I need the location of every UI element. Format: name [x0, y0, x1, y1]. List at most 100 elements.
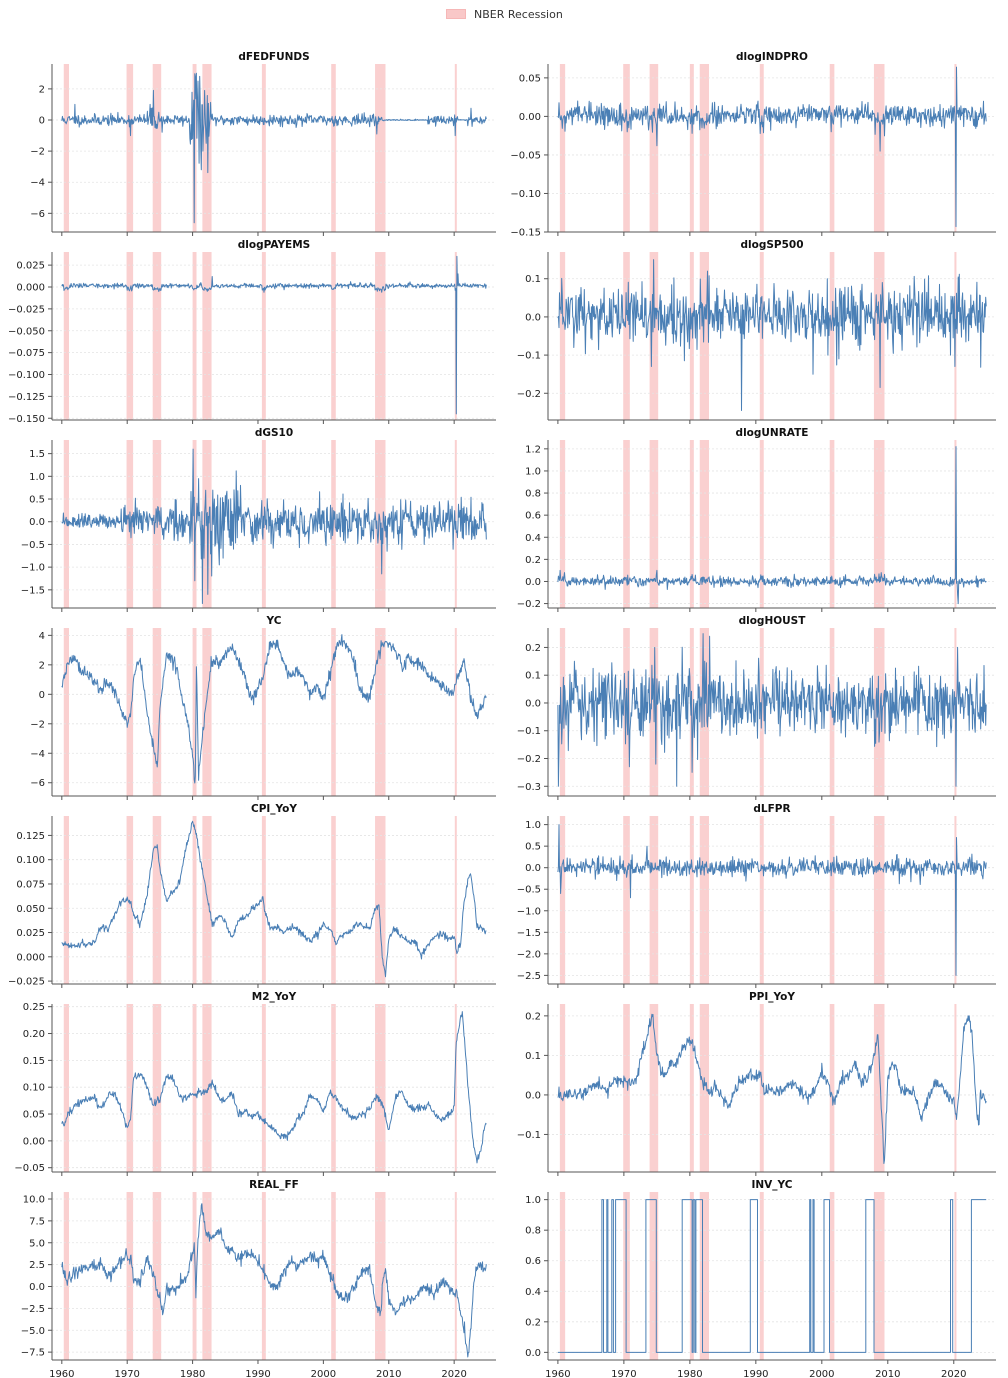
recession-band-3 — [192, 1004, 197, 1172]
chart-yc: 4 2 0 −2 −4 −6 YC — [30, 615, 496, 800]
series-line-dlogindpro — [557, 66, 987, 228]
recession-band-4 — [699, 1192, 709, 1360]
y-tick-label: −4 — [30, 178, 45, 189]
y-tick-label: 1.0 — [525, 820, 541, 831]
recession-band-5 — [261, 1004, 266, 1172]
y-tick-label: 0.05 — [23, 1110, 45, 1121]
y-tick-label: −0.05 — [14, 1163, 45, 1174]
y-tick-label: −6 — [30, 209, 45, 220]
x-tick-label: 1980 — [677, 1369, 702, 1378]
y-tick-label: −0.5 — [21, 540, 45, 551]
recession-band-3 — [689, 1004, 694, 1172]
recession-band-1 — [126, 64, 134, 232]
recession-band-6 — [829, 1004, 835, 1172]
recession-band-2 — [649, 252, 659, 420]
recession-band-5 — [261, 628, 266, 796]
chart-cpi-yoy: 0.125 0.100 0.075 0.050 0.025 0.000 −0.025 CPI_… — [8, 803, 496, 988]
recession-band-4 — [202, 816, 212, 984]
y-tick-label: 0.000 — [16, 952, 45, 963]
y-tick-label: −0.2 — [517, 389, 541, 400]
y-tick-label: −0.2 — [517, 754, 541, 765]
recession-band-0 — [559, 64, 566, 232]
recession-band-2 — [649, 1004, 659, 1172]
recession-band-1 — [623, 64, 630, 232]
y-tick-label: 1.5 — [29, 449, 45, 460]
y-tick-label: 0.00 — [23, 1136, 45, 1147]
recession-band-0 — [559, 252, 566, 420]
y-tick-label: −0.5 — [517, 885, 541, 896]
recession-band-5 — [759, 64, 764, 232]
recession-band-7 — [375, 628, 386, 796]
recession-band-5 — [759, 440, 764, 608]
recession-band-2 — [152, 1004, 162, 1172]
legend-label: NBER Recession — [474, 7, 563, 21]
y-tick-label: 0.0 — [525, 863, 541, 874]
series-line-dlogunrate — [557, 446, 987, 605]
recession-band-0 — [63, 64, 70, 232]
recession-band-3 — [689, 252, 694, 420]
recession-band-3 — [689, 816, 694, 984]
y-tick-label: −0.1 — [517, 351, 541, 362]
y-tick-label: −0.15 — [510, 228, 541, 239]
recession-legend-swatch — [446, 9, 466, 19]
chart-ppi-yoy: 0.2 0.1 0.0 −0.1 PPI_YoY — [517, 991, 996, 1176]
recession-band-6 — [829, 440, 835, 608]
chart-dgs10: 1.5 1.0 0.5 0.0 −0.5 −1.0 −1.5 dGS10 — [21, 427, 496, 612]
recession-band-2 — [152, 64, 162, 232]
y-tick-label: 7.5 — [29, 1216, 45, 1227]
y-tick-label: −0.3 — [517, 782, 541, 793]
y-tick-label: −0.025 — [8, 304, 45, 315]
recession-band-4 — [202, 1192, 212, 1360]
series-line-ppi-yoy — [557, 1013, 987, 1164]
recession-band-8 — [454, 1192, 457, 1360]
chart-dlfpr: 1.0 0.5 0.0 −0.5 −1.0 −1.5 −2.0 −2.5 dLFPR — [517, 803, 996, 988]
y-tick-label: 0.20 — [23, 1029, 45, 1040]
chart-dfedfunds: 2 0 −2 −4 −6 dFEDFUNDS — [30, 51, 496, 236]
y-tick-label: −0.150 — [8, 414, 45, 425]
y-tick-label: 1.0 — [525, 466, 541, 477]
chart-title: dlogINDPRO — [736, 51, 808, 63]
recession-band-7 — [375, 64, 386, 232]
y-tick-label: 0.0 — [525, 1090, 541, 1101]
recession-band-3 — [192, 1192, 197, 1360]
recession-band-7 — [375, 1192, 386, 1360]
recession-band-4 — [699, 64, 709, 232]
recession-band-6 — [829, 64, 835, 232]
recession-band-6 — [829, 252, 835, 420]
series-line-dloghoust — [557, 633, 987, 787]
y-tick-label: −1.5 — [21, 585, 45, 596]
x-tick-label: 2010 — [376, 1369, 401, 1378]
x-tick-label: 1970 — [114, 1369, 139, 1378]
recession-band-6 — [331, 628, 336, 796]
y-tick-label: 0.2 — [525, 1011, 541, 1022]
y-tick-label: 0.00 — [519, 112, 541, 123]
recession-band-2 — [152, 816, 162, 984]
recession-band-1 — [623, 816, 630, 984]
recession-band-1 — [623, 440, 630, 608]
x-tick-label: 2000 — [809, 1369, 834, 1378]
chart-title: dlogUNRATE — [736, 427, 809, 439]
recession-band-7 — [873, 816, 885, 984]
chart-title: dFEDFUNDS — [238, 51, 309, 63]
y-tick-label: 0 — [39, 116, 45, 127]
chart-title: REAL_FF — [249, 1179, 299, 1191]
x-tick-label: 1980 — [180, 1369, 205, 1378]
series-line-m2-yoy — [61, 1011, 487, 1164]
y-tick-label: −1.5 — [517, 928, 541, 939]
recession-band-2 — [649, 440, 659, 608]
series-line-inv-yc — [557, 1199, 987, 1353]
recession-band-4 — [202, 252, 212, 420]
recession-band-0 — [559, 1192, 566, 1360]
y-tick-label: −0.025 — [8, 977, 45, 988]
chart-dlogsp500: 0.1 0.0 −0.1 −0.2 dlogSP500 — [517, 239, 996, 424]
recession-band-6 — [829, 816, 835, 984]
chart-title: dlogPAYEMS — [238, 239, 311, 251]
y-tick-label: 0.0 — [525, 1348, 541, 1359]
y-tick-label: −2.5 — [517, 971, 541, 982]
x-tick-label: 1960 — [49, 1369, 74, 1378]
recession-band-2 — [649, 816, 659, 984]
recession-band-7 — [375, 252, 386, 420]
recession-band-0 — [559, 1004, 566, 1172]
y-tick-label: −0.1 — [517, 1130, 541, 1141]
x-tick-label: 1990 — [245, 1369, 270, 1378]
